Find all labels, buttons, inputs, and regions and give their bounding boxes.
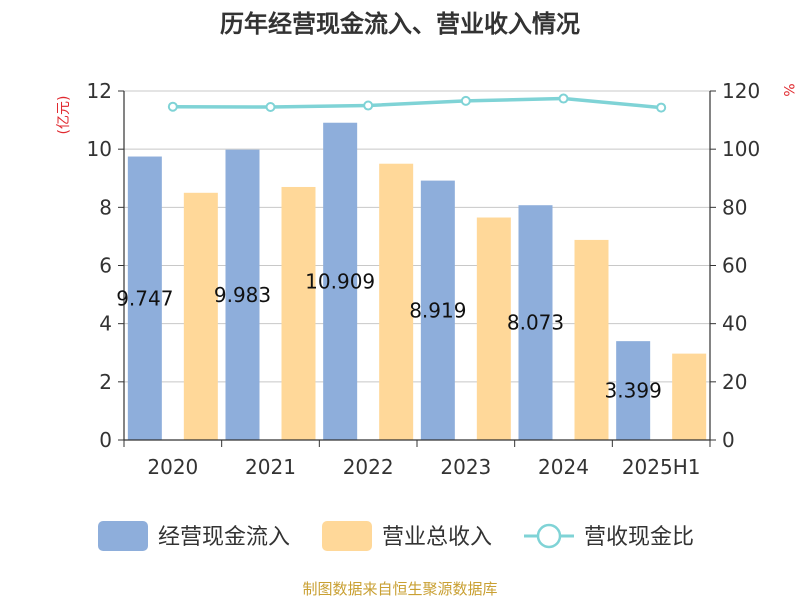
ratio-point: [460, 95, 471, 106]
bars: [127, 122, 707, 441]
chart-title: 历年经营现金流入、营业收入情况: [220, 10, 580, 38]
bar-cash-inflow: [616, 341, 651, 440]
bar-revenue: [379, 163, 414, 441]
legend-marker-ratio: [536, 523, 562, 549]
source-note: 制图数据来自恒生聚源数据库: [302, 580, 497, 598]
ratio-point: [265, 101, 276, 112]
data-label-cash-inflow: 9.983: [214, 283, 271, 307]
right-tick-label: 100: [722, 137, 760, 161]
gridlines: [124, 90, 710, 383]
right-axis-unit: %: [780, 83, 796, 96]
left-tick-label: 8: [99, 195, 112, 219]
bar-revenue: [183, 192, 218, 440]
data-label-cash-inflow: 9.747: [116, 286, 173, 310]
left-tick-label: 4: [99, 312, 112, 336]
right-tick-label: 40: [722, 312, 747, 336]
right-tick-label: 20: [722, 370, 747, 394]
bar-cash-inflow: [420, 180, 455, 440]
bar-cash-inflow: [127, 156, 162, 440]
legend-label-ratio: 营收现金比: [584, 525, 694, 550]
legend-swatch-revenue: [322, 521, 372, 551]
bar-revenue: [476, 217, 511, 440]
left-tick-label: 2: [99, 370, 112, 394]
x-tick-label: 2025H1: [622, 455, 701, 479]
bar-cash-inflow: [518, 205, 553, 440]
bar-cash-inflow: [225, 149, 260, 441]
data-label-cash-inflow: 3.399: [605, 379, 662, 403]
left-tick-label: 12: [87, 79, 112, 103]
legend-label-cash-inflow: 经营现金流入: [158, 525, 290, 550]
legend-swatch-cash-inflow: [98, 521, 148, 551]
x-tick-label: 2023: [440, 455, 491, 479]
x-tick-label: 2022: [343, 455, 394, 479]
ratio-line: [167, 93, 667, 113]
left-tick-label: 0: [99, 428, 112, 452]
right-tick-label: 80: [722, 195, 747, 219]
x-tick-label: 2020: [147, 455, 198, 479]
right-tick-label: 60: [722, 254, 747, 278]
ratio-point: [558, 93, 569, 104]
x-axis: 2020 2021 2022 2023 2024 2025H1: [123, 439, 711, 479]
ratio-line-path: [172, 96, 662, 110]
right-tick-label: 0: [722, 428, 735, 452]
x-tick-label: 2024: [538, 455, 589, 479]
bar-revenue: [281, 186, 316, 440]
x-tick-label: 2021: [245, 455, 296, 479]
ratio-point: [656, 102, 667, 113]
right-tick-label: 120: [722, 79, 760, 103]
bar-cash-inflow: [323, 122, 358, 440]
ratio-point: [363, 100, 374, 111]
bar-revenue: [672, 353, 707, 440]
right-axis: 0 20 40 60 80 100 120: [709, 79, 760, 452]
data-labels: 9.747 9.983 10.909 8.919 8.073 3.399: [116, 269, 662, 402]
ratio-point: [167, 101, 178, 112]
bar-revenue: [574, 239, 609, 440]
left-tick-label: 10: [87, 137, 112, 161]
data-label-cash-inflow: 8.919: [409, 298, 466, 322]
left-tick-label: 6: [99, 254, 112, 278]
legend-label-revenue: 营业总收入: [382, 525, 492, 550]
data-label-cash-inflow: 8.073: [507, 311, 564, 335]
data-label-cash-inflow: 10.909: [305, 269, 375, 293]
left-axis-unit: (亿元): [56, 96, 72, 135]
left-axis: 0 2 4 6 8 10 12: [87, 79, 125, 452]
legend: 经营现金流入 营业总收入 营收现金比: [98, 521, 694, 551]
